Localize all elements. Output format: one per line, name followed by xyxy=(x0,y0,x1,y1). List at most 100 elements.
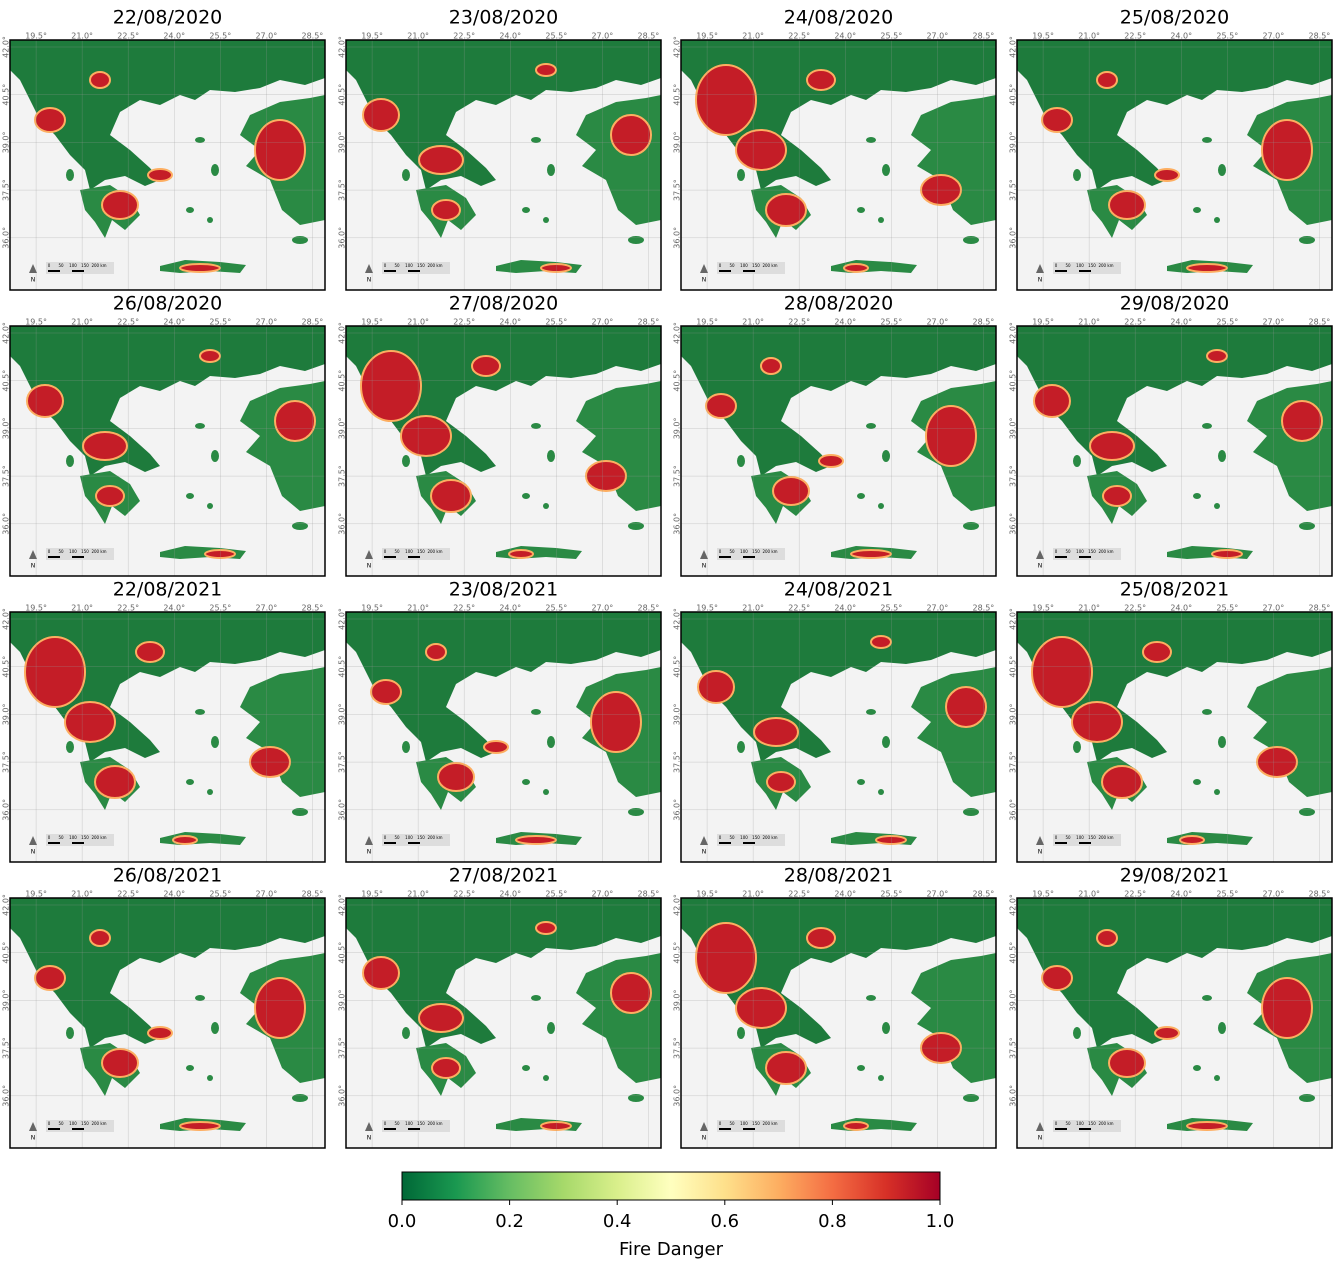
lon-tick-label: 22.5° xyxy=(788,604,810,613)
lon-tick-label: 24.0° xyxy=(1170,890,1192,899)
map-panel: 28/08/2020 19.5° 21.0° 22.5° 24.0° 25.5° 27.0°… xyxy=(673,293,997,577)
north-label: N xyxy=(31,563,36,570)
scale-bar-label: 150 xyxy=(417,549,425,554)
map-frame xyxy=(9,325,326,577)
north-arrow xyxy=(700,264,708,273)
scale-bar-label: 200 km xyxy=(427,835,442,840)
map-frame xyxy=(345,39,662,291)
lat-tick-label: 39.0° xyxy=(1,703,10,725)
scale-bar-label: 150 xyxy=(417,835,425,840)
lat-tick-label: 42.0° xyxy=(673,36,682,58)
map-frame xyxy=(1016,611,1333,863)
scale-bar-label: 0 xyxy=(1055,1121,1058,1126)
scale-bar-label: 50 xyxy=(729,549,735,554)
panel-title: 23/08/2021 xyxy=(449,579,559,601)
north-label: N xyxy=(1038,277,1043,284)
scale-bar-label: 100 xyxy=(740,549,748,554)
scale-bar-label: 50 xyxy=(58,835,64,840)
lon-tick-label: 19.5° xyxy=(25,890,47,899)
scale-bar-label: 50 xyxy=(1065,263,1071,268)
lat-tick-label: 39.0° xyxy=(1,417,10,439)
lon-tick-label: 19.5° xyxy=(361,604,383,613)
panel-title: 29/08/2021 xyxy=(1120,865,1230,887)
north-label: N xyxy=(367,563,372,570)
scale-bar-label: 100 xyxy=(1076,835,1084,840)
scale-bar-label: 0 xyxy=(719,835,722,840)
scale-bar-label: 0 xyxy=(1055,835,1058,840)
map-panel: 29/08/2021 19.5° 21.0° 22.5° 24.0° 25.5° 27.0°… xyxy=(1009,865,1333,1149)
lat-tick-label: 37.5° xyxy=(1009,179,1018,201)
scale-bar-label: 50 xyxy=(394,1121,400,1126)
lat-tick-label: 40.5° xyxy=(673,942,682,964)
lon-tick-label: 22.5° xyxy=(453,32,475,41)
lat-tick-label: 37.5° xyxy=(673,751,682,773)
lat-tick-label: 36.0° xyxy=(1009,227,1018,249)
scale-bar-segment xyxy=(48,842,60,844)
lat-tick-label: 40.5° xyxy=(1009,942,1018,964)
north-arrow xyxy=(1036,836,1044,845)
lon-tick-label: 22.5° xyxy=(788,318,810,327)
lat-tick-label: 39.0° xyxy=(673,703,682,725)
lon-tick-label: 27.0° xyxy=(1262,32,1284,41)
scale-bar-label: 50 xyxy=(58,263,64,268)
scale-bar-segment xyxy=(743,556,755,558)
panel-title: 25/08/2020 xyxy=(1120,7,1230,29)
lon-tick-label: 27.0° xyxy=(1262,318,1284,327)
lat-tick-label: 40.5° xyxy=(673,84,682,106)
lat-tick-label: 40.5° xyxy=(2,656,11,678)
scale-bar-segment xyxy=(743,1128,755,1130)
lon-tick-label: 28.5° xyxy=(1308,318,1330,327)
scale-bar-label: 0 xyxy=(1055,263,1058,268)
colorbar-tick-label: 1.0 xyxy=(926,1211,955,1232)
north-arrow xyxy=(29,264,37,273)
lon-tick-label: 24.0° xyxy=(834,32,856,41)
lon-tick-label: 22.5° xyxy=(788,32,810,41)
lon-tick-label: 27.0° xyxy=(926,32,948,41)
scale-bar-segment xyxy=(72,1128,84,1130)
scale-bar-label: 200 km xyxy=(1098,263,1113,268)
lon-tick-label: 19.5° xyxy=(25,604,47,613)
scale-bar-label: 200 km xyxy=(762,835,777,840)
scale-bar-segment xyxy=(1055,556,1067,558)
north-label: N xyxy=(367,1135,372,1142)
scale-bar-label: 0 xyxy=(384,1121,387,1126)
scale-bar-segment xyxy=(384,270,396,272)
scale-bar-segment xyxy=(1055,842,1067,844)
scale-bar-label: 200 km xyxy=(91,1121,106,1126)
panel-title: 23/08/2020 xyxy=(449,7,559,29)
lat-tick-label: 40.5° xyxy=(338,942,347,964)
scale-bar-label: 50 xyxy=(1065,1121,1071,1126)
panel-title: 24/08/2021 xyxy=(784,579,894,601)
map-frame xyxy=(9,39,326,291)
lon-tick-label: 25.5° xyxy=(545,604,567,613)
lon-tick-label: 24.0° xyxy=(163,890,185,899)
map-panel: 22/08/2021 19.5° 21.0° 22.5° 24.0° 25.5° 27.0°… xyxy=(1,579,326,863)
scale-bar-label: 100 xyxy=(1076,1121,1084,1126)
scale-bar-label: 100 xyxy=(69,549,77,554)
lat-tick-label: 42.0° xyxy=(673,322,682,344)
north-label: N xyxy=(702,277,707,284)
scale-bar-label: 100 xyxy=(740,835,748,840)
lat-tick-label: 40.5° xyxy=(1009,656,1018,678)
lon-tick-label: 21.0° xyxy=(742,604,764,613)
lon-tick-label: 22.5° xyxy=(453,890,475,899)
colorbar-tick-label: 0.6 xyxy=(710,1211,739,1232)
lon-tick-label: 22.5° xyxy=(1124,318,1146,327)
panel-title: 25/08/2021 xyxy=(1120,579,1230,601)
lon-tick-label: 25.5° xyxy=(209,318,231,327)
map-frame xyxy=(680,325,997,577)
scale-bar-label: 200 km xyxy=(1098,549,1113,554)
scale-bar-label: 50 xyxy=(729,835,735,840)
lat-tick-label: 37.5° xyxy=(2,751,11,773)
lat-tick-label: 37.5° xyxy=(1009,1037,1018,1059)
scale-bar-segment xyxy=(384,842,396,844)
lon-tick-label: 21.0° xyxy=(742,890,764,899)
scale-bar-label: 200 km xyxy=(1098,1121,1113,1126)
lat-tick-label: 37.5° xyxy=(338,179,347,201)
lon-tick-label: 24.0° xyxy=(1170,604,1192,613)
lon-tick-label: 22.5° xyxy=(453,604,475,613)
lon-tick-label: 27.0° xyxy=(591,890,613,899)
scale-bar-segment xyxy=(1079,270,1091,272)
north-arrow xyxy=(365,550,373,559)
lon-tick-label: 25.5° xyxy=(209,890,231,899)
